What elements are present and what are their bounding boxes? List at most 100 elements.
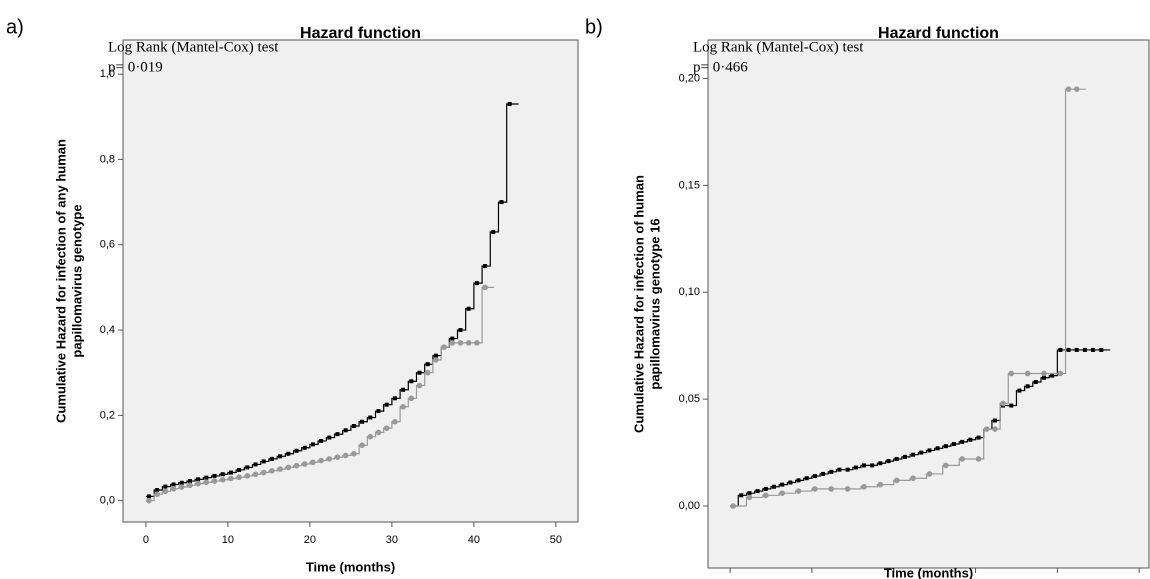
marker [253,462,258,467]
marker [1050,373,1055,378]
marker [236,474,242,481]
chart-panel: b)Hazard function0,000,050,100,150,20010… [585,16,1150,579]
marker [293,462,300,469]
marker [474,340,480,346]
marker [310,459,316,466]
y-tick-label: 0,15 [679,179,700,191]
marker [829,469,834,474]
marker [975,456,982,462]
marker [1074,347,1079,352]
marker [335,432,340,437]
y-tick-label: 0,20 [679,72,700,84]
marker [968,437,973,442]
y-tick-label: 0,6 [100,239,115,251]
marker [334,454,341,460]
marker [285,464,292,471]
marker [433,357,439,363]
marker [384,402,389,407]
panel-label: a) [6,16,24,38]
marker [204,475,209,480]
marker [919,450,924,455]
marker [424,369,431,376]
marker [401,387,406,392]
marker [772,484,776,489]
marker [228,470,233,475]
marker [877,481,884,488]
marker [425,362,430,367]
marker [1008,370,1015,377]
marker [359,442,365,449]
marker [976,435,981,440]
marker [894,456,899,461]
marker [310,442,315,447]
marker [812,474,817,479]
marker [179,480,184,485]
marker [278,454,283,459]
marker [162,488,169,495]
x-tick-label: 40 [468,534,480,546]
marker [449,340,456,346]
marker [375,429,382,436]
marker [466,306,471,311]
y-tick-label: 0,05 [679,393,700,405]
marker [1066,347,1071,352]
marker [219,476,226,483]
x-tick-label: 0 [143,534,149,546]
marker [926,471,933,477]
marker [351,450,357,457]
marker [458,328,463,333]
marker [269,456,274,461]
chart-panel: a) Hazard function 0,0 0,2 0,4 0,6 0,8 1,0 0 10 20… [6,16,579,574]
marker [260,469,267,476]
marker [870,463,875,468]
marker [828,486,835,492]
marker [237,467,242,472]
y-tick-label: 0,2 [100,409,115,421]
marker [351,424,356,429]
marker [959,456,965,462]
marker [1042,375,1046,380]
marker [507,101,512,106]
marker [1033,380,1038,385]
marker [943,444,948,449]
marker [187,479,192,484]
marker [326,456,333,462]
marker [795,488,802,494]
marker [212,473,217,478]
marker [952,442,956,447]
x-tick-label: 30 [386,534,398,546]
y-tick-label: 1,0 [100,68,115,80]
marker [1000,400,1006,407]
y-tick-label: 0,0 [100,495,115,507]
marker [1024,370,1031,377]
marker [408,395,415,402]
y-axis-label: papillomavirus genotype [69,204,84,357]
marker [821,471,826,476]
marker [146,497,152,504]
chart-title: Hazard function [878,25,999,42]
marker [465,340,472,346]
marker [1017,388,1022,393]
marker [491,229,496,234]
y-tick-label: 0,8 [100,153,115,165]
marker [163,484,168,489]
marker [1082,347,1087,352]
marker [844,486,851,492]
marker [788,480,793,485]
marker [910,475,916,482]
marker [796,478,801,483]
annotation: Log Rank (Mantel-Cox) test [693,39,864,55]
marker [383,425,390,431]
marker [342,452,349,459]
marker [893,477,900,484]
marker [376,409,381,414]
marker [780,482,785,487]
marker [763,486,768,491]
marker [886,459,891,464]
marker [1058,347,1063,352]
marker [499,200,504,205]
marker [730,503,736,509]
marker [911,452,916,457]
marker [474,281,479,286]
